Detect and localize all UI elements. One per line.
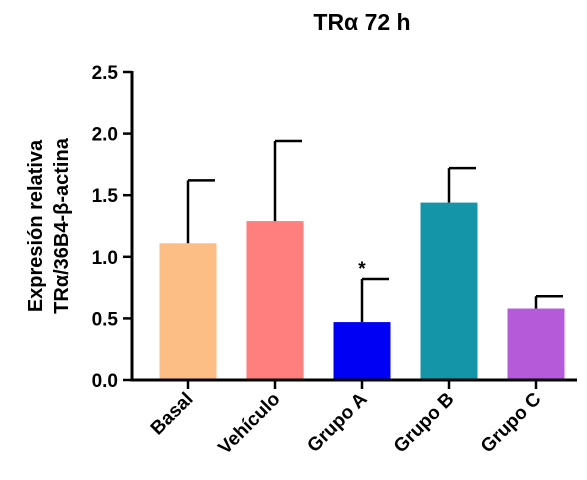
y-tick-label: 2.5	[92, 63, 119, 84]
significance-marker: *	[358, 259, 366, 280]
x-tick-label: Grupo C	[477, 388, 546, 457]
y-tick-label: 1.0	[92, 248, 118, 269]
bar	[333, 322, 391, 380]
bar	[246, 221, 304, 380]
y-axis-label-line-2: TRα/36B4-β-actina	[51, 137, 73, 314]
bar	[159, 243, 217, 380]
x-tick-label: Grupo B	[390, 389, 459, 458]
x-tick-label: Basal	[147, 389, 198, 440]
bar	[420, 202, 478, 380]
x-tick-label: Grupo A	[303, 388, 371, 456]
plot-area: Basal Vehículo * Grupo A Grupo B Grupo C 0.0 0.…	[92, 63, 577, 459]
x-tick-label: Vehículo	[214, 389, 284, 459]
chart-title: TRα 72 h	[313, 9, 410, 35]
bar	[507, 308, 565, 380]
y-axis-label-line-1: Expresión relativa	[25, 139, 47, 312]
y-tick-label: 0.5	[92, 309, 119, 330]
y-tick-label: 2.0	[92, 125, 118, 146]
y-tick-label: 1.5	[92, 186, 119, 207]
y-tick-label: 0.0	[92, 371, 118, 392]
